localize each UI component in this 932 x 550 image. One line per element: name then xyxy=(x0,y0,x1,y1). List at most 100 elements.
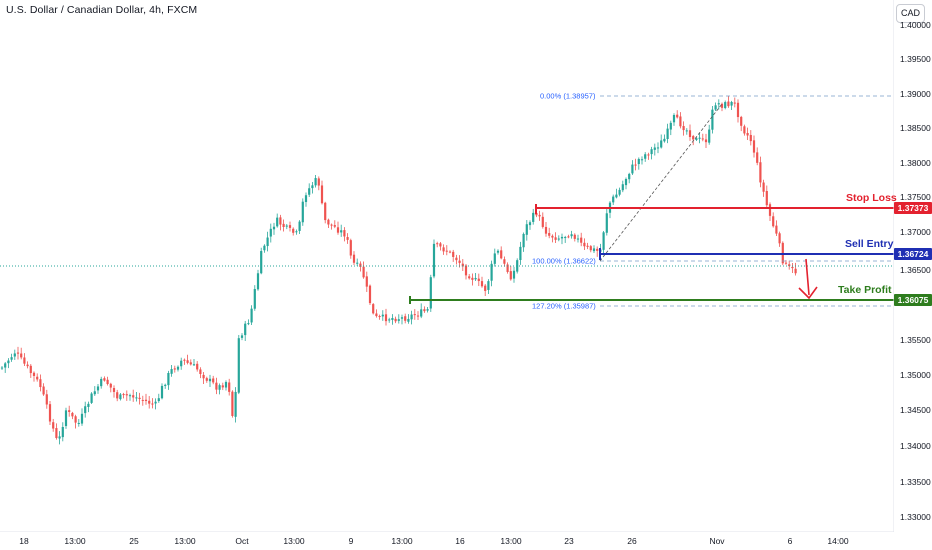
price-tick: 1.39500 xyxy=(900,54,931,64)
candle-body xyxy=(724,102,727,109)
candle-body xyxy=(701,138,704,140)
candle-body xyxy=(509,271,512,280)
candle-body xyxy=(346,237,349,240)
candle-body xyxy=(759,162,762,183)
candle-body xyxy=(391,318,394,320)
candle-body xyxy=(388,319,391,321)
candle-body xyxy=(685,130,688,132)
time-label: 13:00 xyxy=(64,536,86,546)
price-tick: 1.40000 xyxy=(900,20,931,30)
candle-body xyxy=(128,395,132,397)
candle-body xyxy=(327,219,330,225)
candle-body xyxy=(26,364,29,367)
candle-body xyxy=(644,154,647,159)
candle-body xyxy=(272,226,276,230)
candle-body xyxy=(160,385,164,399)
candle-body xyxy=(29,365,32,374)
candle-body xyxy=(244,323,247,336)
take-profit-label: Take Profit xyxy=(838,284,892,296)
time-axis[interactable]: 18 13:00 25 13:00 Oct 13:00 9 13:00 16 1… xyxy=(0,532,894,550)
candle-body xyxy=(490,263,493,281)
candle-body xyxy=(301,201,304,223)
candle-body xyxy=(365,276,368,287)
candle-body xyxy=(749,134,752,142)
candle-body xyxy=(404,316,407,321)
candle-body xyxy=(36,376,39,380)
candle-body xyxy=(61,426,64,438)
candle-body xyxy=(48,404,52,422)
time-label: 9 xyxy=(348,536,354,546)
candle-body xyxy=(375,313,378,317)
candle-body xyxy=(570,234,573,237)
candle-body xyxy=(52,422,55,429)
price-tick: 1.39000 xyxy=(900,89,931,99)
price-chart[interactable] xyxy=(0,0,894,532)
candle-body xyxy=(10,357,13,360)
candle-body xyxy=(682,126,685,131)
candle-body xyxy=(471,277,474,280)
candle-body xyxy=(180,360,183,367)
candle-body xyxy=(631,164,634,174)
candle-body xyxy=(692,136,695,140)
candle-body xyxy=(756,152,759,163)
candle-body xyxy=(525,224,528,235)
candle-body xyxy=(717,103,720,105)
time-label: 25 xyxy=(129,536,139,546)
candle-body xyxy=(234,391,237,417)
candle-body xyxy=(247,323,250,325)
candle-body xyxy=(452,251,455,257)
price-scale[interactable]: 1.40000 1.39500 1.39000 1.38500 1.38000 … xyxy=(894,0,932,550)
candle-body xyxy=(672,114,676,123)
candle-body xyxy=(164,384,167,386)
candle-body xyxy=(343,230,346,237)
time-label: 14:00 xyxy=(827,536,849,546)
candlestick-series xyxy=(0,95,797,445)
candle-body xyxy=(148,400,151,404)
candle-body xyxy=(519,246,522,261)
candle-body xyxy=(548,233,551,236)
candle-body xyxy=(125,394,128,396)
candle-body xyxy=(0,367,4,369)
candle-body xyxy=(586,245,589,247)
candle-body xyxy=(436,243,439,245)
time-label: Nov xyxy=(709,536,725,546)
time-label: 13:00 xyxy=(500,536,522,546)
candle-body xyxy=(340,230,343,233)
candle-body xyxy=(263,245,266,251)
candle-body xyxy=(228,382,231,392)
candle-body xyxy=(285,225,288,227)
candle-body xyxy=(58,436,61,439)
candle-body xyxy=(772,216,775,227)
candle-body xyxy=(116,392,119,399)
candle-body xyxy=(295,231,298,233)
candle-body xyxy=(618,189,621,195)
time-label: 23 xyxy=(564,536,574,546)
candle-body xyxy=(580,237,583,243)
candle-body xyxy=(592,248,596,252)
candle-body xyxy=(493,253,496,264)
candle-body xyxy=(308,188,311,195)
candle-body xyxy=(298,221,301,231)
candle-body xyxy=(615,194,618,198)
candle-body xyxy=(202,374,205,379)
candle-body xyxy=(170,369,173,374)
candle-body xyxy=(637,158,640,165)
candle-body xyxy=(250,308,253,323)
time-label: 13:00 xyxy=(391,536,413,546)
candle-body xyxy=(330,224,333,226)
candle-body xyxy=(487,281,490,290)
candle-body xyxy=(122,394,125,396)
candle-body xyxy=(381,314,384,317)
candle-body xyxy=(16,352,20,354)
currency-button[interactable]: CAD xyxy=(896,4,925,23)
candle-body xyxy=(624,179,628,186)
candle-body xyxy=(400,317,404,319)
price-tick: 1.36500 xyxy=(900,265,931,275)
candle-body xyxy=(522,233,525,248)
candle-body xyxy=(333,225,336,227)
candle-body xyxy=(752,140,756,153)
candle-body xyxy=(455,257,458,261)
candle-body xyxy=(138,397,141,399)
time-label: 16 xyxy=(455,536,465,546)
candle-body xyxy=(282,223,285,228)
